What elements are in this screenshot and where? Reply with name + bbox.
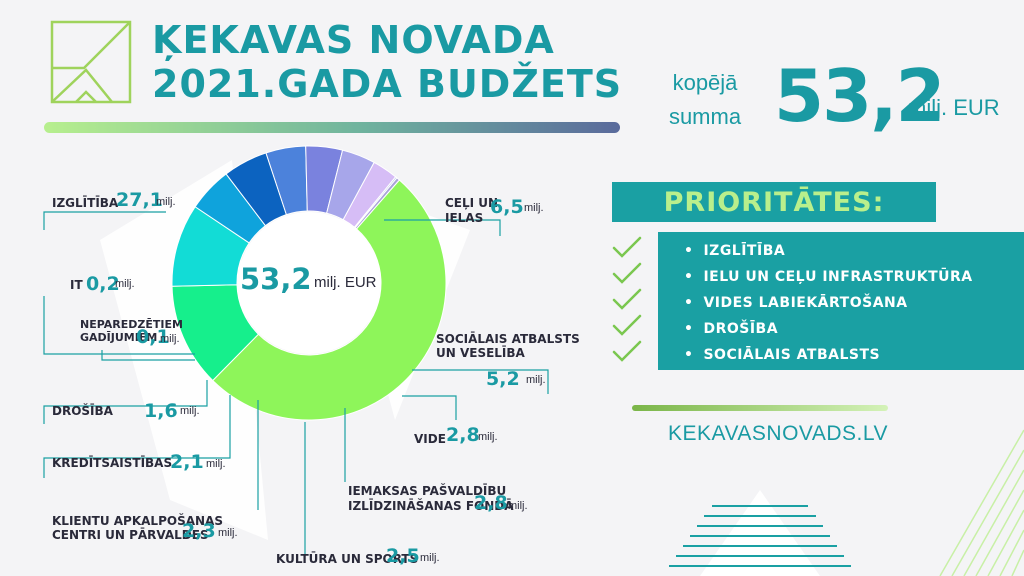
label-neparedzetiem-2: GADĪJUMIEM: [80, 331, 158, 344]
leader-socialais: [412, 369, 549, 394]
label-drosiba: DROŠĪBA: [52, 404, 113, 418]
donut-center-unit: milj. EUR: [314, 274, 377, 291]
page-title-line1: ĶEKAVAS NOVADA: [152, 18, 555, 62]
label-iemaksas-2: IZLĪDZINĀŠANAS FONDĀ: [348, 499, 514, 513]
unit-drosiba: milj.: [180, 405, 200, 417]
leader-izglitiba: [43, 211, 166, 230]
leader-vide: [402, 395, 457, 420]
leader-it: [43, 296, 195, 355]
value-it: 0,2: [86, 273, 120, 295]
check-icon: [612, 262, 642, 284]
value-iemaksas: 2,8: [474, 492, 508, 514]
priority-item: IZGLĪTĪBA: [684, 238, 1024, 264]
check-icon: [612, 288, 642, 310]
total-label: kopējā summa: [668, 70, 742, 129]
unit-celi: milj.: [524, 202, 544, 214]
value-neparedzetiem: 0,1: [136, 326, 170, 348]
hatched-triangle: [939, 429, 1024, 576]
check-icon: [612, 340, 642, 362]
value-vide: 2,8: [446, 424, 480, 446]
page-title-line2: 2021.GADA BUDŽETS: [152, 62, 623, 106]
donut-hole: [238, 212, 380, 354]
label-vide: VIDE: [414, 432, 446, 446]
title-underline: [44, 122, 620, 133]
checkmark-icons: [612, 236, 642, 362]
value-kreditsaistibas: 2,1: [170, 451, 204, 473]
value-celi: 6,5: [490, 196, 524, 218]
unit-socialais: milj.: [526, 374, 546, 386]
label-celi-1: CEĻI UN: [445, 196, 499, 210]
label-socialais-1: SOCIĀLAIS ATBALSTS: [436, 332, 580, 346]
unit-klientu: milj.: [218, 527, 238, 539]
leader-neparedzetiem: [101, 350, 195, 361]
label-klientu-1: KLIENTU APKALPOŠANAS: [52, 514, 223, 528]
label-izglitiba: IZGLĪTĪBA: [52, 196, 119, 210]
value-izglitiba: 27,1: [116, 189, 163, 211]
label-iemaksas-1: IEMAKSAS PAŠVALDĪBU: [348, 484, 507, 498]
total-unit: milj. EUR: [908, 95, 1000, 120]
check-icon: [612, 236, 642, 258]
unit-kultura: milj.: [420, 552, 440, 564]
unit-kreditsaistibas: milj.: [206, 458, 226, 470]
unit-neparedzetiem: milj.: [160, 333, 180, 345]
label-celi-2: IELAS: [445, 211, 484, 225]
label-neparedzetiem-1: NEPAREDZĒTIEM: [80, 318, 183, 331]
label-it: IT: [70, 278, 83, 292]
priorities-list: IZGLĪTĪBA IELU UN CEĻU INFRASTRUKTŪRA VI…: [658, 232, 1024, 370]
check-icon: [612, 314, 642, 336]
unit-it: milj.: [115, 278, 135, 290]
donut-center-value: 53,2: [240, 262, 312, 296]
label-kreditsaistibas: KREDĪTSAISTĪBAS: [52, 456, 173, 470]
website-underline: [632, 405, 888, 411]
value-drosiba: 1,6: [144, 400, 178, 422]
donut-slice-10: [354, 177, 401, 230]
total-value: 53,2: [774, 54, 946, 138]
priority-item: IELU UN CEĻU INFRASTRUKTŪRA: [684, 264, 1024, 290]
label-socialais-2: UN VESELĪBA: [436, 346, 525, 360]
unit-vide: milj.: [478, 431, 498, 443]
label-kultura: KULTŪRA UN SPORTS: [276, 552, 419, 566]
leader-kreditsaistibas: [43, 395, 231, 478]
priority-item: VIDES LABIEKĀRTOŠANA: [684, 290, 1024, 316]
kekava-logo: [50, 20, 132, 104]
donut-slice-0: [212, 179, 447, 421]
value-klientu: 2,3: [182, 520, 216, 542]
leader-celi: [384, 219, 501, 236]
label-klientu-2: CENTRI UN PĀRVALDES: [52, 528, 209, 542]
priorities-heading: PRIORITĀTES:: [612, 182, 936, 222]
leader-drosiba: [43, 380, 208, 424]
unit-iemaksas: milj.: [508, 500, 528, 512]
value-kultura: 2,5: [386, 545, 420, 567]
unit-izglitiba: milj.: [156, 196, 176, 208]
stripe-triangle: [669, 490, 851, 576]
priority-item: SOCIĀLAIS ATBALSTS: [684, 342, 1024, 368]
website-link[interactable]: KEKAVASNOVADS.LV: [668, 422, 889, 445]
priority-item: DROŠĪBA: [684, 316, 1024, 342]
value-socialais: 5,2: [486, 368, 520, 390]
